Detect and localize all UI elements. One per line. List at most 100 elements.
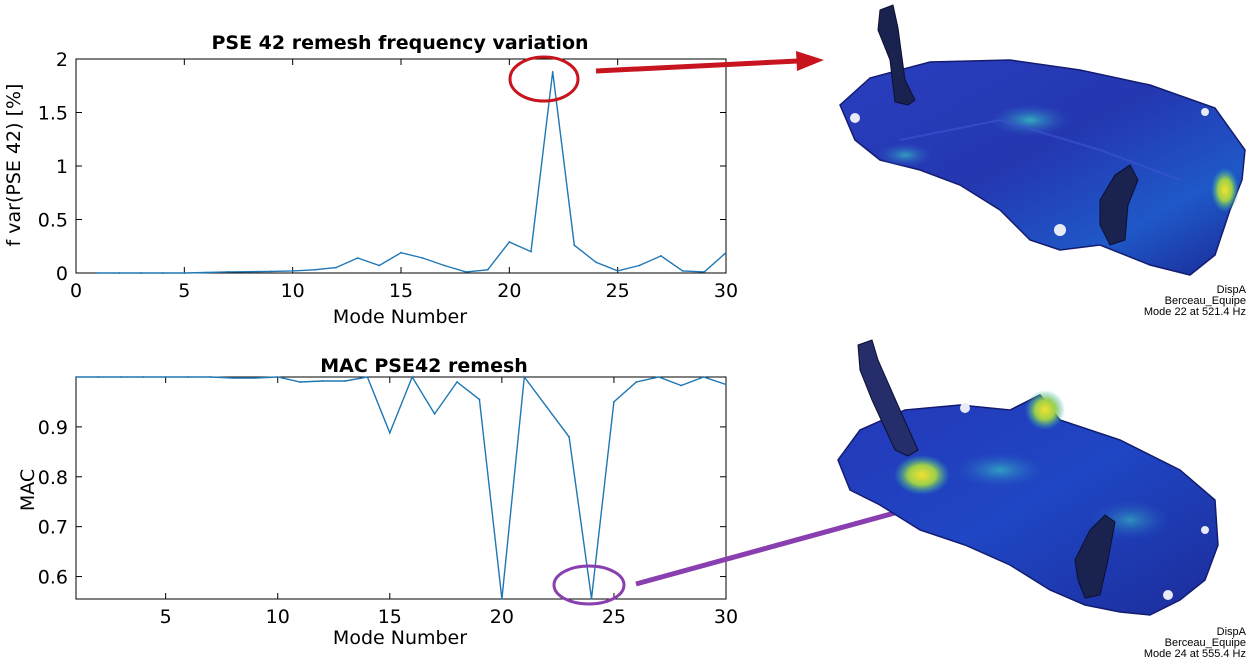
arrow-line bbox=[635, 503, 921, 587]
highlight-circle-mode-22 bbox=[508, 55, 580, 103]
data-point bbox=[313, 268, 316, 271]
data-point bbox=[595, 261, 597, 264]
data-point bbox=[616, 269, 619, 272]
subframe-mesh bbox=[837, 394, 1219, 616]
data-point bbox=[164, 376, 167, 378]
y-tick-label: 0.8 bbox=[38, 467, 68, 489]
series-line-path bbox=[76, 375, 727, 600]
data-point bbox=[443, 264, 446, 267]
caption-line: Berceau_Equipe bbox=[1165, 637, 1246, 649]
x-tick-label: 15 bbox=[378, 606, 402, 628]
y-tick-label: 0 bbox=[56, 263, 68, 285]
caption-line: DispA bbox=[1217, 284, 1247, 296]
mount-bracket bbox=[1099, 164, 1139, 246]
y-tick-label: 0.7 bbox=[38, 517, 68, 539]
plot-frame bbox=[75, 376, 727, 600]
data-point bbox=[613, 401, 615, 403]
x-tick-label: 20 bbox=[490, 606, 514, 628]
chart-title: PSE 42 remesh frequency variation bbox=[211, 32, 588, 54]
x-axis-ticks: 0 5 10 15 20 25 30 bbox=[70, 59, 738, 302]
caption-line: Mode 24 at 555.4 Hz bbox=[1144, 648, 1246, 660]
stress-region bbox=[990, 104, 1070, 136]
x-tick-label: 15 bbox=[389, 280, 413, 302]
series-line bbox=[75, 375, 727, 600]
y-tick-label: 2 bbox=[56, 49, 68, 71]
x-axis-label: Mode Number bbox=[333, 627, 467, 649]
x-tick-label: 30 bbox=[714, 280, 738, 302]
data-point bbox=[530, 250, 532, 253]
mounting-hole bbox=[1201, 526, 1209, 534]
y-axis-ticks: 0 0.5 1 1.5 2 bbox=[38, 49, 726, 285]
series-line-path bbox=[97, 71, 727, 274]
y-tick-label: 0.5 bbox=[38, 210, 68, 232]
data-point bbox=[702, 376, 705, 378]
data-point bbox=[433, 413, 436, 415]
data-point bbox=[183, 272, 186, 274]
data-point bbox=[248, 270, 251, 273]
data-point bbox=[681, 269, 684, 272]
chart-mac: MAC PSE42 remesh 5 10 15 20 25 30 0.60.70.80.… bbox=[17, 355, 738, 649]
mount-bracket bbox=[1074, 514, 1116, 599]
y-axis-ticks: 0.6 0.7 0.8 0.9 bbox=[38, 417, 726, 589]
data-point bbox=[568, 435, 571, 438]
data-point bbox=[657, 376, 660, 378]
y-axis-label: f var(PSE 42) [%] bbox=[3, 84, 25, 247]
data-point bbox=[523, 376, 526, 378]
data-point bbox=[321, 380, 324, 382]
data-point bbox=[366, 376, 369, 378]
data-point bbox=[703, 271, 706, 273]
mesh-ridge bbox=[899, 118, 1181, 181]
caption-line: Berceau_Equipe bbox=[1165, 295, 1246, 307]
data-point bbox=[725, 251, 727, 254]
y-tick-label: 1.5 bbox=[38, 103, 68, 125]
mounting-hole bbox=[1163, 590, 1173, 600]
data-point bbox=[400, 251, 402, 254]
data-point bbox=[299, 381, 302, 383]
x-tick-label: 10 bbox=[281, 280, 305, 302]
data-point bbox=[388, 431, 391, 434]
data-point bbox=[378, 264, 381, 267]
data-point bbox=[291, 269, 294, 272]
hot-spot bbox=[894, 455, 950, 495]
data-point bbox=[465, 271, 467, 273]
data-point bbox=[500, 598, 503, 600]
data-point bbox=[209, 376, 212, 378]
data-point bbox=[119, 376, 122, 378]
data-point bbox=[161, 272, 164, 274]
data-point bbox=[187, 376, 189, 378]
data-point bbox=[335, 266, 337, 269]
data-point bbox=[142, 376, 145, 378]
x-tick-label: 0 bbox=[70, 280, 82, 302]
x-tick-label: 10 bbox=[266, 606, 290, 628]
x-tick-label: 20 bbox=[497, 280, 521, 302]
data-point bbox=[573, 244, 576, 247]
data-point bbox=[226, 271, 229, 273]
data-point bbox=[590, 597, 593, 600]
data-point bbox=[635, 381, 638, 383]
data-point bbox=[97, 376, 100, 378]
caption-line: DispA bbox=[1217, 626, 1247, 638]
plot-frame bbox=[75, 58, 727, 274]
data-point bbox=[140, 272, 142, 274]
y-tick-label: 1 bbox=[56, 156, 68, 178]
data-point bbox=[231, 377, 234, 379]
data-point bbox=[356, 257, 359, 259]
data-point bbox=[486, 268, 489, 271]
mounting-hole bbox=[1054, 224, 1066, 236]
arrow-line bbox=[595, 58, 799, 74]
data-point bbox=[276, 376, 279, 378]
data-point bbox=[725, 383, 727, 386]
mounting-hole bbox=[850, 113, 860, 123]
data-point bbox=[638, 264, 641, 267]
x-tick-label: 5 bbox=[178, 280, 190, 302]
data-point bbox=[205, 271, 207, 274]
y-tick-label: 0.9 bbox=[38, 417, 68, 439]
x-tick-label: 5 bbox=[160, 606, 172, 628]
purple-annotation bbox=[552, 496, 944, 606]
chart-title: MAC PSE42 remesh bbox=[320, 355, 528, 377]
data-point bbox=[508, 241, 511, 243]
